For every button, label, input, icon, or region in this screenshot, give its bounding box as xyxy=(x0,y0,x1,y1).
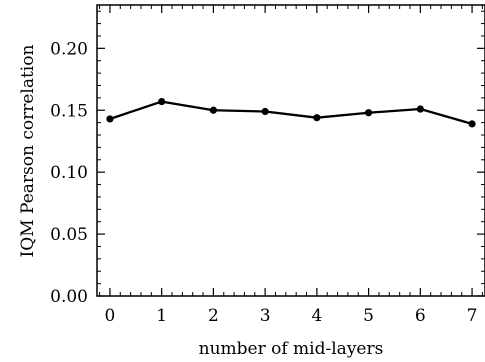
x-tick-label: 2 xyxy=(208,306,219,326)
y-tick-label: 0.05 xyxy=(50,225,88,245)
x-tick-label: 4 xyxy=(311,306,322,326)
data-point xyxy=(261,107,269,116)
x-tick-label: 7 xyxy=(467,306,478,326)
y-axis-label: IQM Pearson correlation xyxy=(18,45,38,258)
x-tick-label: 6 xyxy=(415,306,426,326)
data-point xyxy=(468,120,476,128)
y-tick-label: 0.15 xyxy=(50,101,88,121)
plot-frame xyxy=(96,4,485,297)
y-tick-label: 0.10 xyxy=(50,163,88,183)
data-point xyxy=(106,115,114,123)
x-axis-label: number of mid-layers xyxy=(199,339,384,359)
x-tick-label: 1 xyxy=(156,306,167,326)
data-point xyxy=(416,105,424,113)
data-point xyxy=(158,97,166,106)
x-tick-label: 0 xyxy=(105,306,116,326)
x-axis-ticks xyxy=(99,5,483,296)
x-tick-label: 3 xyxy=(260,306,271,326)
y-tick-label: 0.00 xyxy=(50,287,88,307)
y-tick-label: 0.20 xyxy=(50,39,88,59)
data-point xyxy=(209,106,217,114)
y-axis-ticks xyxy=(97,10,485,297)
data-point xyxy=(313,114,321,122)
y-axis-tick-labels: 0.00 0.05 0.10 0.15 0.20 xyxy=(50,39,88,307)
x-tick-label: 5 xyxy=(363,306,374,326)
data-point xyxy=(365,109,373,117)
series-layer xyxy=(106,97,476,128)
x-axis-tick-labels: 0 1 2 3 4 5 6 7 xyxy=(105,306,478,326)
series-line xyxy=(108,100,474,126)
